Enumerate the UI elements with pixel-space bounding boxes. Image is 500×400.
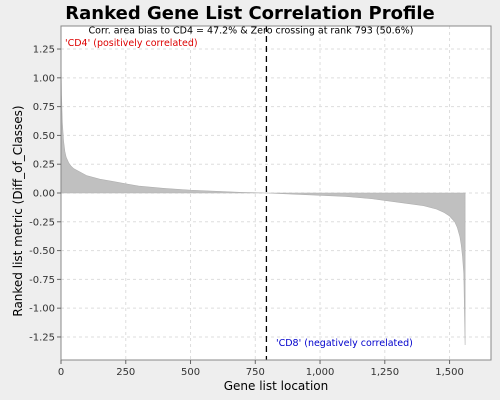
y-axis-title: Ranked list metric (Diff_of_Classes) bbox=[11, 105, 25, 316]
y-tick-label: 1.00 bbox=[33, 73, 55, 84]
x-tick-label: 0 bbox=[58, 367, 64, 378]
positive-correlation-label: 'CD4' (positively correlated) bbox=[65, 38, 198, 49]
y-tick-label: 1.25 bbox=[33, 45, 55, 56]
y-tick-label: 0.00 bbox=[33, 189, 55, 200]
correlation-area-note: Corr. area bias to CD4 = 47.2% & Zero cr… bbox=[89, 26, 414, 37]
y-tick-label: 0.75 bbox=[33, 102, 55, 113]
y-tick-label: -1.00 bbox=[29, 304, 55, 315]
x-tick-label: 1,500 bbox=[435, 367, 464, 378]
x-tick-label: 750 bbox=[246, 367, 265, 378]
x-tick-label: 500 bbox=[181, 367, 200, 378]
ranked-metric-area bbox=[60, 54, 466, 346]
chart-title: Ranked Gene List Correlation Profile bbox=[65, 3, 434, 24]
x-tick-label: 1,000 bbox=[306, 367, 335, 378]
y-tick-label: -1.25 bbox=[29, 332, 55, 343]
y-tick-label: -0.25 bbox=[29, 217, 55, 228]
y-tick-label: 0.25 bbox=[33, 160, 55, 171]
y-tick-label: 0.50 bbox=[33, 131, 55, 142]
y-tick-label: -0.50 bbox=[29, 246, 55, 257]
y-axis: 1.25 1.00 0.75 0.50 0.25 0.00 -0.25 -0.50 -0.75 -… bbox=[29, 45, 61, 343]
x-tick-label: 1,250 bbox=[370, 367, 399, 378]
negative-correlation-label: 'CD8' (negatively correlated) bbox=[276, 338, 413, 349]
x-axis: 0 250 500 750 1,000 1,250 1,500 bbox=[58, 360, 464, 378]
y-tick-label: -0.75 bbox=[29, 275, 55, 286]
x-tick-label: 250 bbox=[116, 367, 135, 378]
x-axis-title: Gene list location bbox=[224, 379, 329, 393]
